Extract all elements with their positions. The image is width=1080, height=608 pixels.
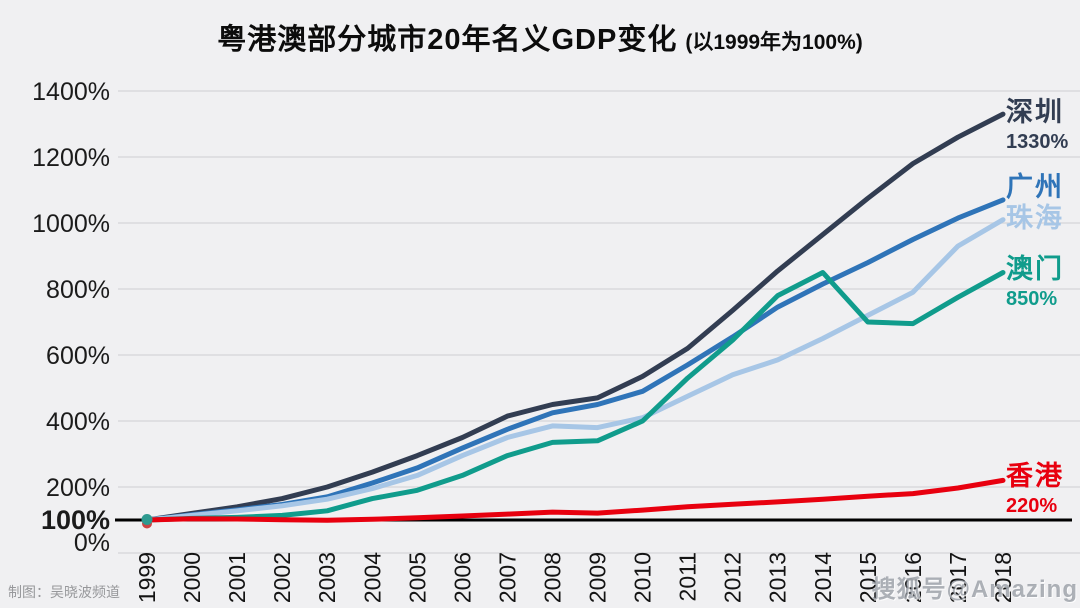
x-axis-label: 2005 — [404, 552, 430, 603]
x-axis-label: 2018 — [990, 552, 1016, 603]
x-axis-label: 2003 — [314, 552, 340, 603]
chart-title: 粤港澳部分城市20年名义GDP变化 (以1999年为100%) — [0, 16, 1080, 58]
series-label-shenzhen: 深圳 1330% — [1006, 97, 1069, 153]
x-axis-label: 2013 — [765, 552, 791, 603]
chart-title-main: 粤港澳部分城市20年名义GDP变化 — [217, 24, 678, 56]
series-end-value: 1330% — [1006, 131, 1069, 153]
series-label-hongkong: 香港 220% — [1006, 461, 1064, 517]
x-axis-label: 2014 — [810, 552, 836, 603]
series-name: 香港 — [1006, 461, 1064, 491]
x-axis-label: 2012 — [720, 552, 746, 603]
origin-marker — [141, 514, 153, 525]
series-name: 深圳 — [1006, 97, 1064, 127]
series-label-macau: 澳门 850% — [1006, 254, 1064, 310]
series-line-zhuhai — [144, 217, 1006, 523]
y-axis-label: 0% — [74, 529, 110, 557]
y-axis-label: 100% — [41, 505, 110, 535]
series-name: 珠海 — [1006, 203, 1064, 233]
series-label-guangzhou: 广州 — [1006, 174, 1064, 201]
x-axis-label: 2010 — [630, 552, 656, 603]
series-line-guangzhou — [144, 197, 1006, 523]
series-name: 澳门 — [1006, 254, 1064, 284]
x-axis-label: 1999 — [134, 552, 160, 603]
y-axis-label: 1000% — [32, 210, 110, 238]
series-end-value: 220% — [1006, 495, 1058, 517]
series-line-hongkong — [144, 477, 1006, 523]
series-label-zhuhai: 珠海 — [1006, 205, 1064, 232]
x-axis-label: 2002 — [269, 552, 295, 603]
x-axis-label: 2011 — [675, 552, 701, 601]
series-line-macau — [144, 270, 1006, 523]
x-axis-label: 2015 — [855, 552, 881, 603]
credit-text: 制图：吴晓波频道 — [8, 584, 120, 600]
x-axis-label: 2006 — [449, 552, 475, 603]
x-axis-label: 2007 — [494, 552, 520, 603]
series-end-value: 850% — [1006, 288, 1058, 310]
x-axis-label: 2009 — [585, 552, 611, 603]
chart-title-suffix: (以1999年为100%) — [685, 31, 863, 54]
x-axis-label: 2016 — [900, 552, 926, 603]
x-axis-label: 2001 — [224, 552, 250, 603]
y-axis-label: 1200% — [32, 144, 110, 172]
y-axis-label: 200% — [46, 474, 110, 502]
series-line-shenzhen — [144, 111, 1006, 523]
series-name: 广州 — [1006, 172, 1064, 202]
x-axis-label: 2008 — [539, 552, 565, 603]
y-axis-label: 400% — [46, 408, 110, 436]
x-axis-label: 2004 — [359, 552, 385, 603]
y-axis-label: 800% — [46, 276, 110, 304]
watermark-text: 搜狐号@Amazing — [871, 576, 1078, 603]
y-axis-label: 600% — [46, 342, 110, 370]
y-axis-label: 1400% — [32, 78, 110, 106]
x-axis-label: 2000 — [179, 552, 205, 603]
x-axis-label: 2017 — [945, 552, 971, 603]
